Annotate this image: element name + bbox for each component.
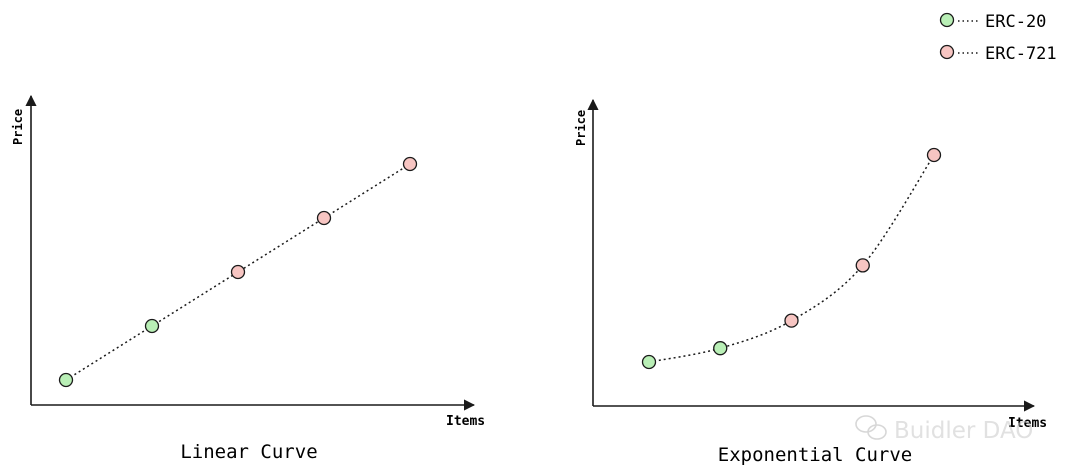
exponential-curve-chart: Price Items Exponential Curve [574, 98, 1047, 466]
linear-curve-chart: Price Items Linear Curve [11, 94, 485, 463]
data-point-erc20 [144, 318, 160, 334]
data-point-erc721 [855, 258, 870, 273]
data-point-erc721 [784, 313, 799, 328]
watermark-text: Buidler DAO [894, 418, 1033, 444]
legend: ERC-20 ERC-721 [939, 12, 1057, 64]
legend-marker-erc721 [939, 44, 955, 60]
data-point-erc20 [58, 372, 74, 388]
legend-label-erc721: ERC-721 [985, 44, 1057, 64]
data-point-erc721 [230, 264, 246, 280]
data-point-erc721 [402, 156, 418, 172]
watermark: Buidler DAO [855, 415, 1033, 444]
chart-title: Linear Curve [180, 441, 317, 463]
legend-item-erc721: ERC-721 [939, 44, 1057, 64]
x-axis-label: Items [1008, 416, 1047, 431]
legend-item-erc20: ERC-20 [939, 12, 1046, 32]
data-points [641, 147, 942, 370]
y-axis-label: Price [574, 110, 588, 146]
data-point-erc721 [316, 210, 332, 226]
data-point-erc20 [641, 354, 657, 370]
legend-label-erc20: ERC-20 [985, 12, 1046, 32]
curve-line [648, 154, 935, 363]
x-axis-label: Items [446, 414, 485, 429]
data-point-erc20 [713, 341, 728, 356]
chart-title: Exponential Curve [718, 444, 912, 466]
wechat-icon [855, 415, 887, 440]
legend-marker-erc20 [939, 12, 955, 28]
data-point-erc721 [926, 147, 942, 163]
y-axis-label: Price [11, 109, 25, 145]
data-points [58, 156, 418, 388]
